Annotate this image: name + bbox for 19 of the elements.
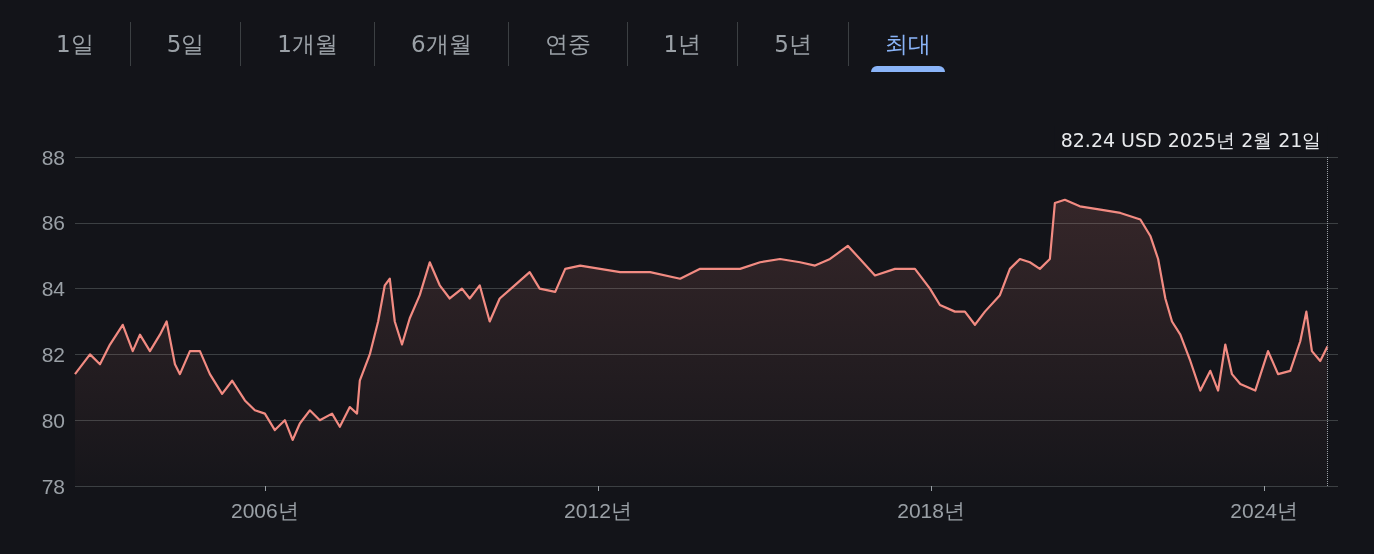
y-tick-label: 84 — [41, 277, 66, 301]
text: 1개월 — [241, 22, 375, 66]
text: 5년 — [738, 22, 849, 66]
x-tick-label: 2018년 — [897, 499, 965, 522]
y-tick-label: 88 — [41, 145, 65, 169]
x-tick-label: 2012년 — [564, 499, 632, 522]
x-tick-label: 2024년 — [1230, 499, 1299, 522]
text: 5일 — [130, 22, 242, 66]
y-tick-label: 82 — [41, 342, 65, 366]
y-tick-label: 80 — [41, 408, 65, 432]
y-tick-label: 78 — [41, 474, 65, 498]
y-tick-label: 86 — [41, 211, 65, 235]
ref-line-label: 82.24 USD 2025년 2월 21일 — [1060, 128, 1322, 151]
text: 최대 — [883, 30, 932, 59]
text: 1년 — [627, 22, 739, 66]
text: 1일 — [20, 22, 131, 66]
text: 6개월 — [374, 22, 509, 66]
text: 연중 — [508, 22, 628, 66]
x-tick-label: 2006년 — [231, 499, 299, 522]
